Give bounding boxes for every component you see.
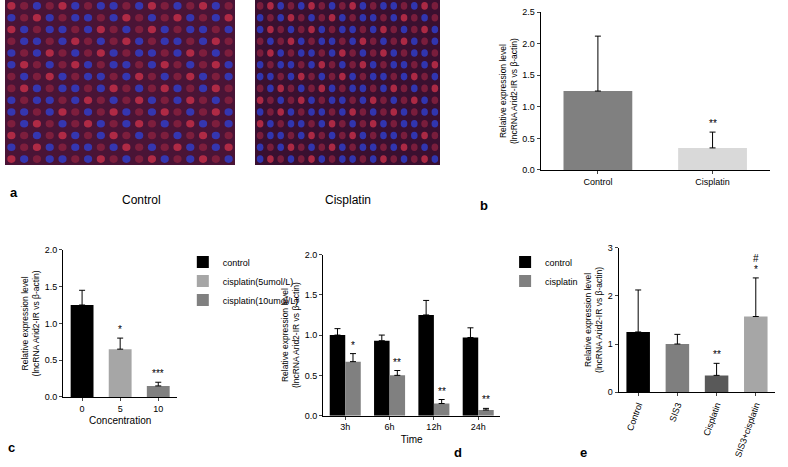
svg-text:2.0: 2.0 [305,250,318,260]
svg-text:0.5: 0.5 [522,134,535,144]
svg-text:2.0: 2.0 [45,245,58,255]
svg-text:SIS3+cisplatin: SIS3+cisplatin [733,401,762,458]
svg-text:cisplatin(10umol/L): cisplatin(10umol/L) [223,296,299,306]
svg-text:d: d [454,445,462,460]
svg-text:**: ** [713,349,721,360]
svg-text:Relative expression level(lncR: Relative expression level(lncRNA Arid2-I… [498,38,519,144]
svg-text:Cisplatin: Cisplatin [695,177,730,187]
svg-text:Relative expression level(lncR: Relative expression level(lncRNA Arid2-I… [583,267,604,373]
svg-text:Cisplatin: Cisplatin [325,193,371,207]
svg-text:cisplatin: cisplatin [545,277,578,287]
svg-text:1.0: 1.0 [522,102,535,112]
svg-text:Control: Control [583,177,612,187]
svg-text:0.5: 0.5 [305,371,318,381]
svg-text:1.5: 1.5 [522,70,535,80]
svg-text:12h: 12h [426,422,441,432]
svg-text:*: * [118,324,122,335]
svg-text:**: ** [438,386,446,397]
svg-text:#: # [753,253,759,264]
svg-text:control: control [223,258,250,268]
svg-text:3h: 3h [340,422,350,432]
svg-text:**: ** [709,118,717,129]
svg-text:2.0: 2.0 [522,39,535,49]
svg-text:Concentration: Concentration [89,415,151,426]
svg-text:2.5: 2.5 [522,7,535,17]
svg-text:Cisplatin: Cisplatin [701,401,722,437]
svg-text:cisplatin(5umol/L): cisplatin(5umol/L) [223,277,294,287]
svg-text:24h: 24h [471,422,486,432]
svg-text:a: a [10,185,18,200]
svg-text:1: 1 [608,339,613,349]
svg-text:0: 0 [608,387,613,397]
svg-text:SIS3: SIS3 [667,401,683,423]
svg-text:**: ** [393,357,401,368]
svg-text:*: * [351,340,355,351]
svg-text:control: control [545,258,572,268]
svg-text:Relative expression level(lncR: Relative expression level(lncRNA Arid2-I… [20,270,41,376]
svg-text:Time: Time [401,434,423,445]
svg-text:0.5: 0.5 [45,355,58,365]
svg-text:0.0: 0.0 [45,392,58,402]
svg-text:1.0: 1.0 [45,319,58,329]
svg-text:**: ** [482,394,490,405]
svg-text:1.5: 1.5 [305,290,318,300]
svg-text:10: 10 [153,404,163,414]
svg-text:***: *** [152,368,164,379]
svg-text:b: b [480,198,488,213]
svg-text:0.0: 0.0 [305,411,318,421]
svg-text:1.5: 1.5 [45,282,58,292]
svg-text:5: 5 [118,404,123,414]
svg-text:6h: 6h [385,422,395,432]
svg-text:c: c [8,440,15,455]
svg-text:*: * [754,264,758,275]
svg-text:Control: Control [122,193,161,207]
svg-text:Control: Control [625,401,644,432]
svg-text:Relative expression level(lncR: Relative expression level(lncRNA Arid2-I… [280,282,301,388]
svg-text:3: 3 [608,243,613,253]
svg-text:1.0: 1.0 [305,330,318,340]
svg-text:e: e [580,445,587,460]
svg-text:0: 0 [80,404,85,414]
svg-text:0.0: 0.0 [522,165,535,175]
svg-text:2: 2 [608,291,613,301]
